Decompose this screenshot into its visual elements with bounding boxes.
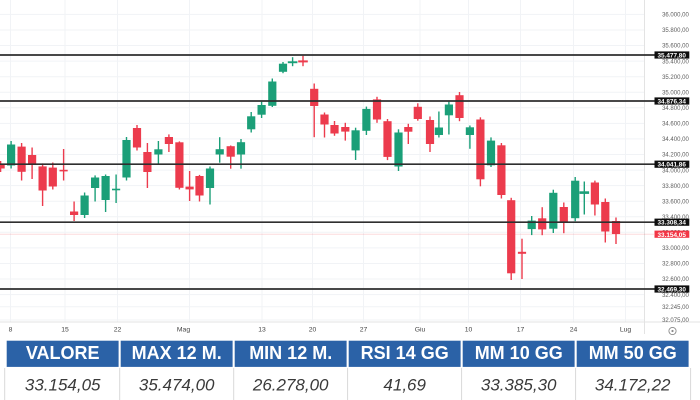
svg-text:Giu: Giu <box>415 327 426 334</box>
svg-text:41,69: 41,69 <box>383 376 426 395</box>
svg-text:32.600,00: 32.600,00 <box>662 277 689 283</box>
svg-text:MM 10 GG: MM 10 GG <box>475 343 563 363</box>
svg-text:Lug: Lug <box>620 327 632 334</box>
svg-text:MM 50 GG: MM 50 GG <box>589 343 677 363</box>
svg-text:34.600,00: 34.600,00 <box>662 122 689 128</box>
svg-text:34.041,86: 34.041,86 <box>657 162 686 169</box>
svg-text:33.800,00: 33.800,00 <box>662 184 689 190</box>
svg-text:32.245,00: 32.245,00 <box>662 305 689 311</box>
svg-text:35.400,00: 35.400,00 <box>662 59 689 65</box>
svg-text:35.600,00: 35.600,00 <box>662 44 689 50</box>
svg-text:34.000,00: 34.000,00 <box>662 168 689 174</box>
svg-text:Mag: Mag <box>177 327 190 334</box>
svg-text:32.075,00: 32.075,00 <box>662 318 689 324</box>
svg-text:VALORE: VALORE <box>26 343 100 363</box>
svg-text:32.469,30: 32.469,30 <box>657 286 686 293</box>
svg-text:33.000,00: 33.000,00 <box>662 246 689 252</box>
svg-text:34.876,34: 34.876,34 <box>657 98 686 105</box>
svg-text:13: 13 <box>258 327 266 334</box>
svg-text:24: 24 <box>570 327 578 334</box>
svg-text:33.308,34: 33.308,34 <box>657 220 686 227</box>
svg-text:36.000,00: 36.000,00 <box>662 13 689 19</box>
svg-text:15: 15 <box>61 327 69 334</box>
svg-text:MAX 12 M.: MAX 12 M. <box>132 343 222 363</box>
svg-text:22: 22 <box>114 327 122 334</box>
svg-text:33.400,00: 33.400,00 <box>662 215 689 221</box>
svg-text:35.200,00: 35.200,00 <box>662 75 689 81</box>
svg-text:33.600,00: 33.600,00 <box>662 199 689 205</box>
svg-text:27: 27 <box>360 327 368 334</box>
svg-text:32.400,00: 32.400,00 <box>662 293 689 299</box>
svg-text:34.172,22: 34.172,22 <box>595 376 671 395</box>
svg-text:RSI 14 GG: RSI 14 GG <box>361 343 449 363</box>
svg-text:35.000,00: 35.000,00 <box>662 90 689 96</box>
svg-text:35.477,80: 35.477,80 <box>657 52 686 59</box>
svg-text:34.800,00: 34.800,00 <box>662 106 689 112</box>
svg-text:33.385,30: 33.385,30 <box>481 376 557 395</box>
svg-text:20: 20 <box>309 327 317 334</box>
svg-text:10: 10 <box>465 327 473 334</box>
svg-text:33.154,05: 33.154,05 <box>657 232 686 239</box>
svg-text:17: 17 <box>517 327 525 334</box>
svg-text:35.800,00: 35.800,00 <box>662 28 689 34</box>
svg-text:32.800,00: 32.800,00 <box>662 262 689 268</box>
svg-text:33.154,05: 33.154,05 <box>25 376 101 395</box>
svg-text:MIN 12 M.: MIN 12 M. <box>249 343 332 363</box>
svg-text:8: 8 <box>9 327 13 334</box>
svg-text:35.474,00: 35.474,00 <box>139 376 215 395</box>
svg-text:34.200,00: 34.200,00 <box>662 153 689 159</box>
svg-text:34.400,00: 34.400,00 <box>662 137 689 143</box>
svg-text:26.278,00: 26.278,00 <box>252 376 329 395</box>
